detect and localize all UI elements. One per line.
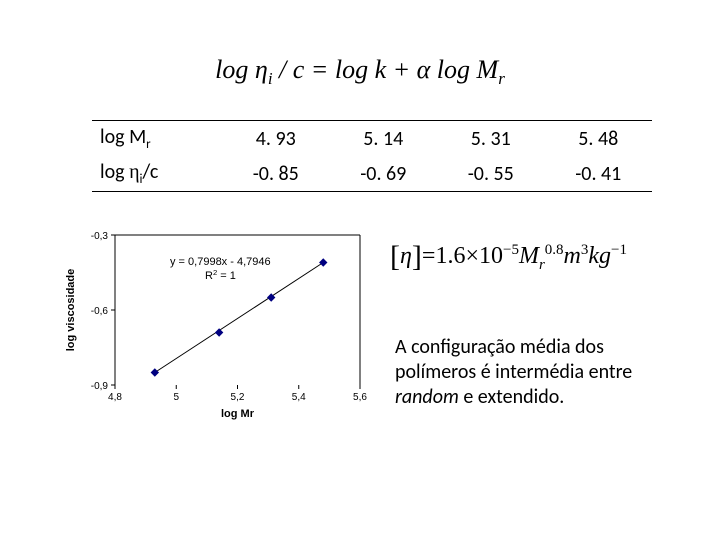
table-cell: 5. 48 [545,121,653,157]
svg-text:-0,3: -0,3 [91,231,109,242]
svg-text:-0,9: -0,9 [91,381,109,392]
svg-text:-0,6: -0,6 [91,306,109,317]
data-table: log Mr 4. 93 5. 14 5. 31 5. 48 log ηi/c … [92,120,652,192]
table-cell: 5. 14 [330,121,438,157]
svg-text:5,4: 5,4 [292,392,306,403]
table-cell: 5. 31 [437,121,545,157]
regression-chart: 4,8 5 5,2 5,4 5,6 -0,9 -0,6 -0,3 log Mr log visco… [60,225,370,425]
equation-text: [η]=1.6×10−5Mr0.8m3kg−1 [390,243,627,269]
svg-text:5,2: 5,2 [231,392,245,403]
svg-text:log Mr: log Mr [221,408,255,420]
conclusion-text: A configuração média dos polímeros é int… [395,335,685,410]
svg-text:4,8: 4,8 [108,392,122,403]
table-cell: 4. 93 [222,121,330,157]
conclusion-content: A configuração média dos polímeros é int… [395,335,632,409]
table-row: log Mr 4. 93 5. 14 5. 31 5. 48 [92,121,652,157]
table-row: log ηi/c -0. 85 -0. 69 -0. 55 -0. 41 [92,156,652,192]
table-cell: -0. 41 [545,156,653,192]
main-equation: log ηi / c = log k + α log Mr [0,55,720,89]
svg-text:log viscosidade: log viscosidade [65,269,77,352]
intrinsic-viscosity-equation: [η]=1.6×10−5Mr0.8m3kg−1 [390,240,627,274]
svg-text:y = 0,7998x - 4,7946: y = 0,7998x - 4,7946 [170,256,271,268]
svg-text:R2 = 1: R2 = 1 [205,268,236,283]
row-label-logeta: log ηi/c [92,156,222,192]
svg-text:5,6: 5,6 [353,392,367,403]
chart-svg: 4,8 5 5,2 5,4 5,6 -0,9 -0,6 -0,3 log Mr log visco… [60,225,370,425]
table-cell: -0. 55 [437,156,545,192]
equation-text: log ηi / c = log k + α log Mr [215,55,505,84]
table-cell: -0. 69 [330,156,438,192]
svg-text:5: 5 [173,392,179,403]
row-label-logmr: log Mr [92,121,222,157]
table-cell: -0. 85 [222,156,330,192]
